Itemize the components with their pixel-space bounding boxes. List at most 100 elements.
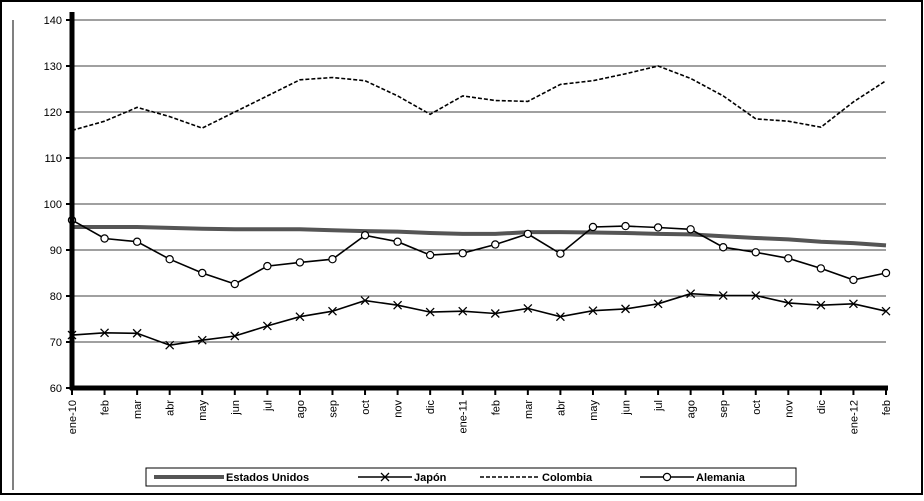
data-point-x-marker bbox=[881, 306, 891, 316]
axes bbox=[69, 12, 888, 391]
x-tick-label: feb bbox=[100, 400, 112, 415]
data-point-x-marker bbox=[653, 299, 663, 309]
y-tick-label: 60 bbox=[50, 383, 62, 395]
data-point-circle-marker bbox=[849, 275, 858, 285]
series-colombia bbox=[71, 65, 887, 132]
data-point-circle-marker bbox=[165, 255, 174, 264]
data-point-x-marker bbox=[295, 312, 305, 322]
data-point-x-marker bbox=[848, 299, 858, 309]
y-axis-ticks: 60 70 80 90 100 110 120 130 140 bbox=[44, 15, 72, 395]
x-tick-label: mar bbox=[132, 400, 144, 419]
data-point-circle-marker bbox=[491, 240, 500, 249]
x-tick-label: ene-12 bbox=[848, 400, 860, 434]
legend-item-colombia: Colombia bbox=[480, 472, 593, 484]
data-point-circle-marker bbox=[662, 472, 672, 482]
data-point-circle-marker bbox=[686, 225, 695, 234]
x-tick-label: jun bbox=[621, 400, 633, 416]
data-point-x-marker bbox=[328, 306, 337, 316]
data-point-circle-marker bbox=[263, 261, 272, 271]
x-tick-label: sep bbox=[718, 400, 730, 418]
data-point-circle-marker bbox=[751, 248, 760, 257]
data-point-x-marker bbox=[783, 298, 793, 308]
x-tick-label: abr bbox=[555, 400, 567, 416]
data-point-circle-marker bbox=[230, 279, 239, 289]
legend-label: Alemania bbox=[696, 472, 746, 484]
series-estados-unidos bbox=[72, 225, 887, 248]
x-tick-label: dic bbox=[816, 400, 828, 415]
data-point-x-marker bbox=[621, 304, 630, 314]
y-tick-label: 70 bbox=[50, 337, 62, 349]
data-point-circle-marker bbox=[360, 231, 370, 240]
data-point-x-marker bbox=[100, 328, 110, 338]
data-point-x-marker bbox=[718, 291, 728, 300]
x-tick-label: sep bbox=[327, 400, 339, 418]
data-point-x-marker bbox=[425, 307, 435, 317]
x-tick-label: nov bbox=[393, 400, 405, 418]
x-tick-label: feb bbox=[490, 400, 502, 415]
legend-label: Colombia bbox=[542, 472, 593, 484]
data-point-x-marker bbox=[197, 335, 207, 345]
data-point-circle-marker bbox=[719, 243, 728, 252]
y-tick-label: 120 bbox=[44, 107, 62, 119]
data-point-circle-marker bbox=[100, 234, 109, 243]
y-tick-label: 90 bbox=[50, 245, 62, 257]
series-line bbox=[71, 65, 887, 132]
data-point-x-marker bbox=[523, 303, 533, 313]
data-point-circle-marker bbox=[653, 223, 663, 232]
x-tick-label: ago bbox=[295, 400, 307, 418]
x-tick-label: feb bbox=[881, 400, 893, 415]
x-tick-label: ene-11 bbox=[458, 400, 470, 433]
y-tick-label: 130 bbox=[44, 61, 62, 73]
legend-label: Estados Unidos bbox=[226, 472, 309, 484]
x-tick-label: jul bbox=[653, 400, 665, 412]
y-tick-label: 80 bbox=[50, 291, 62, 303]
data-point-circle-marker bbox=[198, 268, 207, 278]
data-point-x-marker bbox=[380, 472, 390, 482]
series-japón bbox=[67, 289, 891, 350]
series-alemania bbox=[67, 215, 891, 289]
series-line bbox=[72, 225, 887, 248]
data-point-circle-marker bbox=[425, 250, 435, 260]
data-point-circle-marker bbox=[328, 255, 337, 264]
series-group bbox=[67, 65, 891, 350]
x-tick-label: mar bbox=[523, 400, 535, 419]
data-point-circle-marker bbox=[621, 221, 630, 231]
y-tick-label: 100 bbox=[44, 199, 62, 211]
data-point-x-marker bbox=[458, 306, 468, 316]
data-point-circle-marker bbox=[132, 237, 142, 246]
data-point-x-marker bbox=[360, 296, 370, 306]
y-tick-label: 140 bbox=[44, 15, 62, 27]
data-point-x-marker bbox=[588, 306, 598, 316]
gridlines bbox=[72, 19, 886, 343]
data-point-circle-marker bbox=[556, 249, 565, 258]
data-point-x-marker bbox=[132, 328, 142, 338]
x-tick-label: oct bbox=[360, 400, 372, 415]
legend-box bbox=[145, 467, 797, 487]
legend-item-estados-unidos: Estados Unidos bbox=[154, 472, 309, 484]
x-tick-label: may bbox=[588, 400, 600, 421]
data-point-circle-marker bbox=[784, 254, 793, 263]
legend-label: Japón bbox=[414, 472, 447, 484]
x-tick-label: may bbox=[197, 400, 209, 421]
data-point-circle-marker bbox=[816, 264, 826, 273]
data-point-circle-marker bbox=[523, 229, 533, 239]
x-tick-label: jul bbox=[262, 400, 274, 412]
data-point-circle-marker bbox=[295, 258, 305, 267]
legend-item-alemania: Alemania bbox=[640, 472, 746, 484]
x-axis-ticks: ene-10 feb mar abr may jun jul ago sep oct nov dic e… bbox=[67, 388, 893, 434]
data-point-x-marker bbox=[751, 291, 761, 300]
series-line bbox=[71, 219, 887, 285]
data-point-circle-marker bbox=[458, 249, 467, 258]
x-tick-label: jun bbox=[230, 400, 242, 416]
data-point-x-marker bbox=[555, 312, 565, 322]
x-tick-label: abr bbox=[165, 400, 177, 416]
data-point-x-marker bbox=[393, 300, 403, 310]
legend-item-japón: Japón bbox=[358, 472, 447, 484]
data-point-circle-marker bbox=[588, 222, 598, 232]
x-tick-label: ene-10 bbox=[67, 400, 79, 434]
data-point-circle-marker bbox=[881, 268, 891, 278]
x-tick-label: dic bbox=[425, 400, 437, 415]
